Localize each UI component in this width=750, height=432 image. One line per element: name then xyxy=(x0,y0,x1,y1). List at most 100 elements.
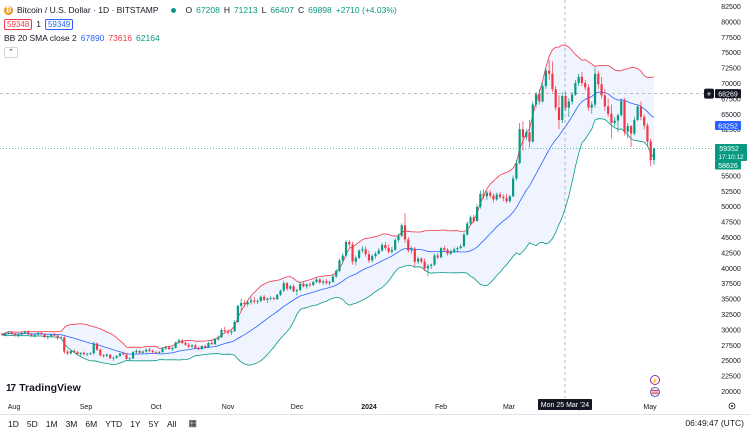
candle xyxy=(292,284,295,293)
candle xyxy=(63,336,66,355)
candle xyxy=(469,215,472,226)
candle xyxy=(485,190,489,201)
range-button-5d[interactable]: 5D xyxy=(26,418,38,429)
svg-text:+: + xyxy=(707,90,712,99)
candle xyxy=(541,83,544,103)
svg-text:58626: 58626 xyxy=(718,163,738,170)
range-button-3m[interactable]: 3M xyxy=(65,418,78,429)
candle xyxy=(584,79,587,91)
candle xyxy=(417,256,420,265)
candle xyxy=(115,355,118,359)
candle xyxy=(76,350,79,355)
candle xyxy=(505,193,508,204)
axis-settings-gear-icon[interactable] xyxy=(728,402,736,410)
sell-button[interactable]: 59348 xyxy=(4,18,33,30)
add-alert-plus-icon[interactable]: + xyxy=(704,88,714,99)
crosshair-price-tag: 68269 xyxy=(715,89,741,99)
candle xyxy=(531,101,534,143)
candle xyxy=(544,67,547,90)
us-flag-event-icon[interactable] xyxy=(650,387,660,397)
candle xyxy=(200,345,203,350)
candle xyxy=(158,350,161,355)
x-axis-tick-label: Aug xyxy=(8,404,21,411)
candle xyxy=(623,97,626,136)
indicator-upper: 73616 xyxy=(108,33,133,43)
candle xyxy=(187,342,190,348)
candle xyxy=(384,241,387,250)
range-button-all[interactable]: All xyxy=(167,418,177,429)
chart-legend: ₿ Bitcoin / U.S. Dollar · 1D · BITSTAMP … xyxy=(4,3,397,58)
candle xyxy=(177,338,181,344)
candle xyxy=(564,92,567,111)
candle xyxy=(204,344,207,349)
range-button-ytd[interactable]: YTD xyxy=(105,418,123,429)
candle xyxy=(66,349,69,356)
candle xyxy=(387,244,390,254)
lower-band-price-tag: 58626 xyxy=(715,160,741,170)
candle xyxy=(171,347,174,351)
y-axis-tick-label: 82500 xyxy=(721,4,741,11)
symbol-title[interactable]: Bitcoin / U.S. Dollar · 1D · BITSTAMP xyxy=(17,5,159,15)
y-axis-tick-label: 22500 xyxy=(721,374,741,381)
candle xyxy=(27,330,30,335)
lightning-event-icon[interactable]: ⚡ xyxy=(650,375,660,386)
y-axis-tick-label: 47500 xyxy=(721,220,741,227)
candle xyxy=(266,297,269,303)
x-axis-tick-label: May xyxy=(643,404,657,411)
range-button-5y[interactable]: 5Y xyxy=(148,418,159,429)
candle xyxy=(603,89,606,111)
candle xyxy=(118,352,122,358)
candle xyxy=(633,116,636,136)
x-axis-tick-label: Mar xyxy=(503,404,516,411)
candle xyxy=(459,244,462,250)
candle xyxy=(164,345,167,350)
candle xyxy=(597,70,600,90)
goto-date-calendar-icon[interactable]: ▦ xyxy=(188,418,197,428)
candle xyxy=(423,258,426,271)
candle xyxy=(443,245,446,252)
collapse-legend-chevron-icon[interactable]: ⌃ xyxy=(4,47,18,58)
candle xyxy=(649,138,652,167)
candle xyxy=(403,212,407,244)
indicator-name[interactable]: BB 20 SMA close 2 xyxy=(4,33,77,43)
candle xyxy=(154,350,158,355)
candle xyxy=(181,339,184,345)
candle xyxy=(338,258,341,273)
candle xyxy=(367,250,371,263)
candle xyxy=(318,278,321,284)
candle xyxy=(413,246,416,267)
candle xyxy=(446,248,449,256)
basis-price-tag: 63252 xyxy=(715,121,741,131)
candle xyxy=(223,326,226,333)
candle xyxy=(59,336,63,340)
range-buttons: 1D 5D 1M 3M 6M YTD 1Y 5Y All xyxy=(0,419,176,429)
candle xyxy=(17,333,20,338)
candle xyxy=(53,333,56,337)
svg-text:Mon 25 Mar '24: Mon 25 Mar '24 xyxy=(541,402,590,409)
bollinger-basis-line xyxy=(1,91,655,355)
candle xyxy=(122,351,125,356)
price-chart[interactable]: 20000 22500 25000 27500 30000 32500 35000 37500… xyxy=(0,0,750,414)
symbol-row: ₿ Bitcoin / U.S. Dollar · 1D · BITSTAMP … xyxy=(4,3,397,17)
market-status-icon[interactable] xyxy=(170,7,176,13)
candle xyxy=(99,348,102,357)
candle xyxy=(331,274,335,283)
candle xyxy=(112,356,115,361)
svg-text:63252: 63252 xyxy=(718,124,738,131)
tradingview-logo[interactable]: 17 TradingView xyxy=(6,382,81,394)
indicator-row[interactable]: BB 20 SMA close 2 67890 73616 62164 xyxy=(4,31,397,45)
candle xyxy=(141,350,144,355)
candle xyxy=(613,116,616,127)
candle xyxy=(272,296,276,300)
range-button-1y[interactable]: 1Y xyxy=(130,418,141,429)
candle xyxy=(344,240,348,257)
candle xyxy=(256,299,259,305)
candle xyxy=(259,295,262,303)
range-button-1m[interactable]: 1M xyxy=(45,418,58,429)
candle xyxy=(135,349,138,355)
buy-button[interactable]: 59349 xyxy=(44,18,74,30)
range-button-6m[interactable]: 6M xyxy=(85,418,98,429)
utc-clock[interactable]: 06:49:47 (UTC) xyxy=(685,418,744,428)
range-button-1d[interactable]: 1D xyxy=(8,418,19,429)
